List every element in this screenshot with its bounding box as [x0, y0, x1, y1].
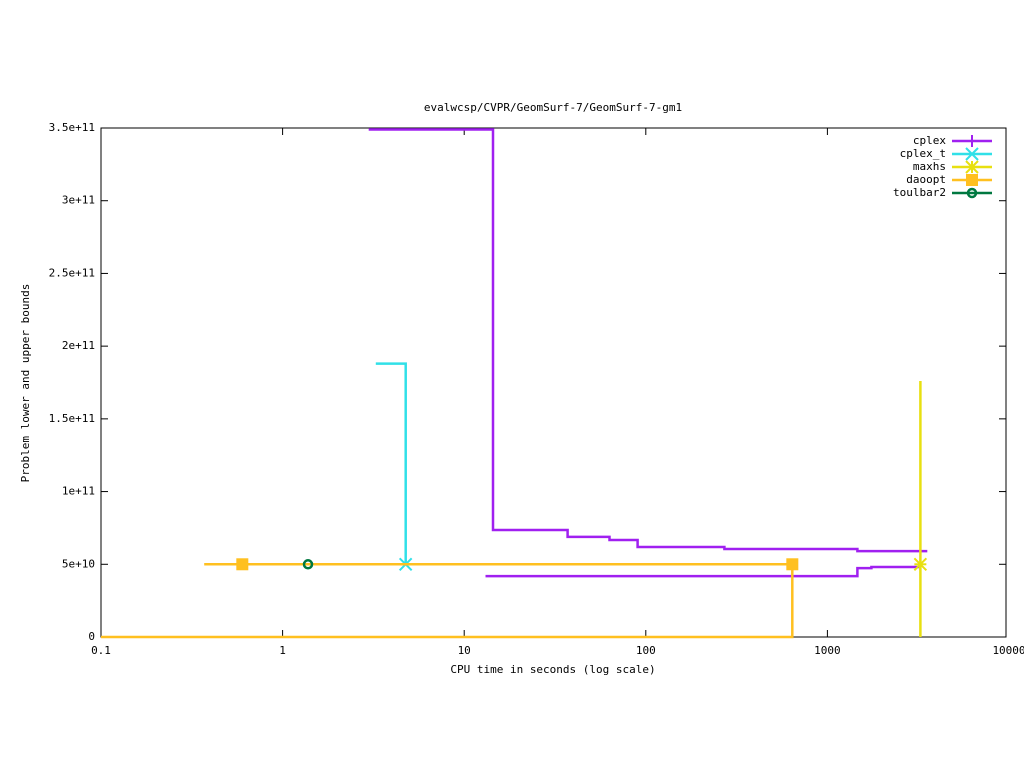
- series-line: [368, 128, 928, 578]
- y-tick-label: 0: [88, 630, 95, 643]
- marker: [966, 187, 978, 199]
- legend-label: daoopt: [906, 173, 946, 186]
- marker: [913, 557, 928, 571]
- marker-stroke: [913, 557, 928, 571]
- y-tick-label: 1.5e+11: [49, 412, 95, 425]
- y-axis-label: Problem lower and upper bounds: [19, 284, 32, 483]
- chart-title: evalwcsp/CVPR/GeomSurf-7/GeomSurf-7-gm1: [424, 101, 682, 114]
- series-line: [375, 362, 407, 565]
- marker-stroke: [965, 160, 979, 174]
- marker-square: [786, 558, 799, 571]
- legend-label: cplex: [913, 134, 946, 147]
- x-tick-label: 100: [636, 644, 656, 657]
- y-tick-label: 3e+11: [62, 194, 95, 207]
- marker-square: [966, 174, 978, 186]
- marker: [966, 174, 978, 186]
- x-tick-label: 10000: [992, 644, 1024, 657]
- x-tick-label: 1000: [814, 644, 841, 657]
- legend-label: maxhs: [913, 160, 946, 173]
- marker-square: [236, 558, 249, 571]
- x-axis-label: CPU time in seconds (log scale): [450, 663, 655, 676]
- y-tick-label: 2.5e+11: [49, 266, 95, 279]
- x-tick-label: 10: [458, 644, 471, 657]
- marker: [966, 135, 978, 147]
- marker-circle: [966, 187, 978, 199]
- x-tick-label: 1: [279, 644, 286, 657]
- legend-label: cplex_t: [900, 147, 946, 160]
- marker: [786, 558, 799, 571]
- marker-stroke: [965, 147, 979, 161]
- y-tick-label: 5e+10: [62, 557, 95, 570]
- y-tick-label: 1e+11: [62, 485, 95, 498]
- y-tick-label: 3.5e+11: [49, 121, 95, 134]
- marker-circle: [302, 559, 314, 570]
- legend-label: toulbar2: [893, 186, 946, 199]
- marker: [965, 160, 979, 174]
- x-tick-label: 0.1: [91, 644, 111, 657]
- marker: [302, 559, 314, 570]
- series-line: [101, 563, 794, 639]
- marker: [236, 558, 249, 571]
- y-tick-label: 2e+11: [62, 339, 95, 352]
- marker: [965, 147, 979, 161]
